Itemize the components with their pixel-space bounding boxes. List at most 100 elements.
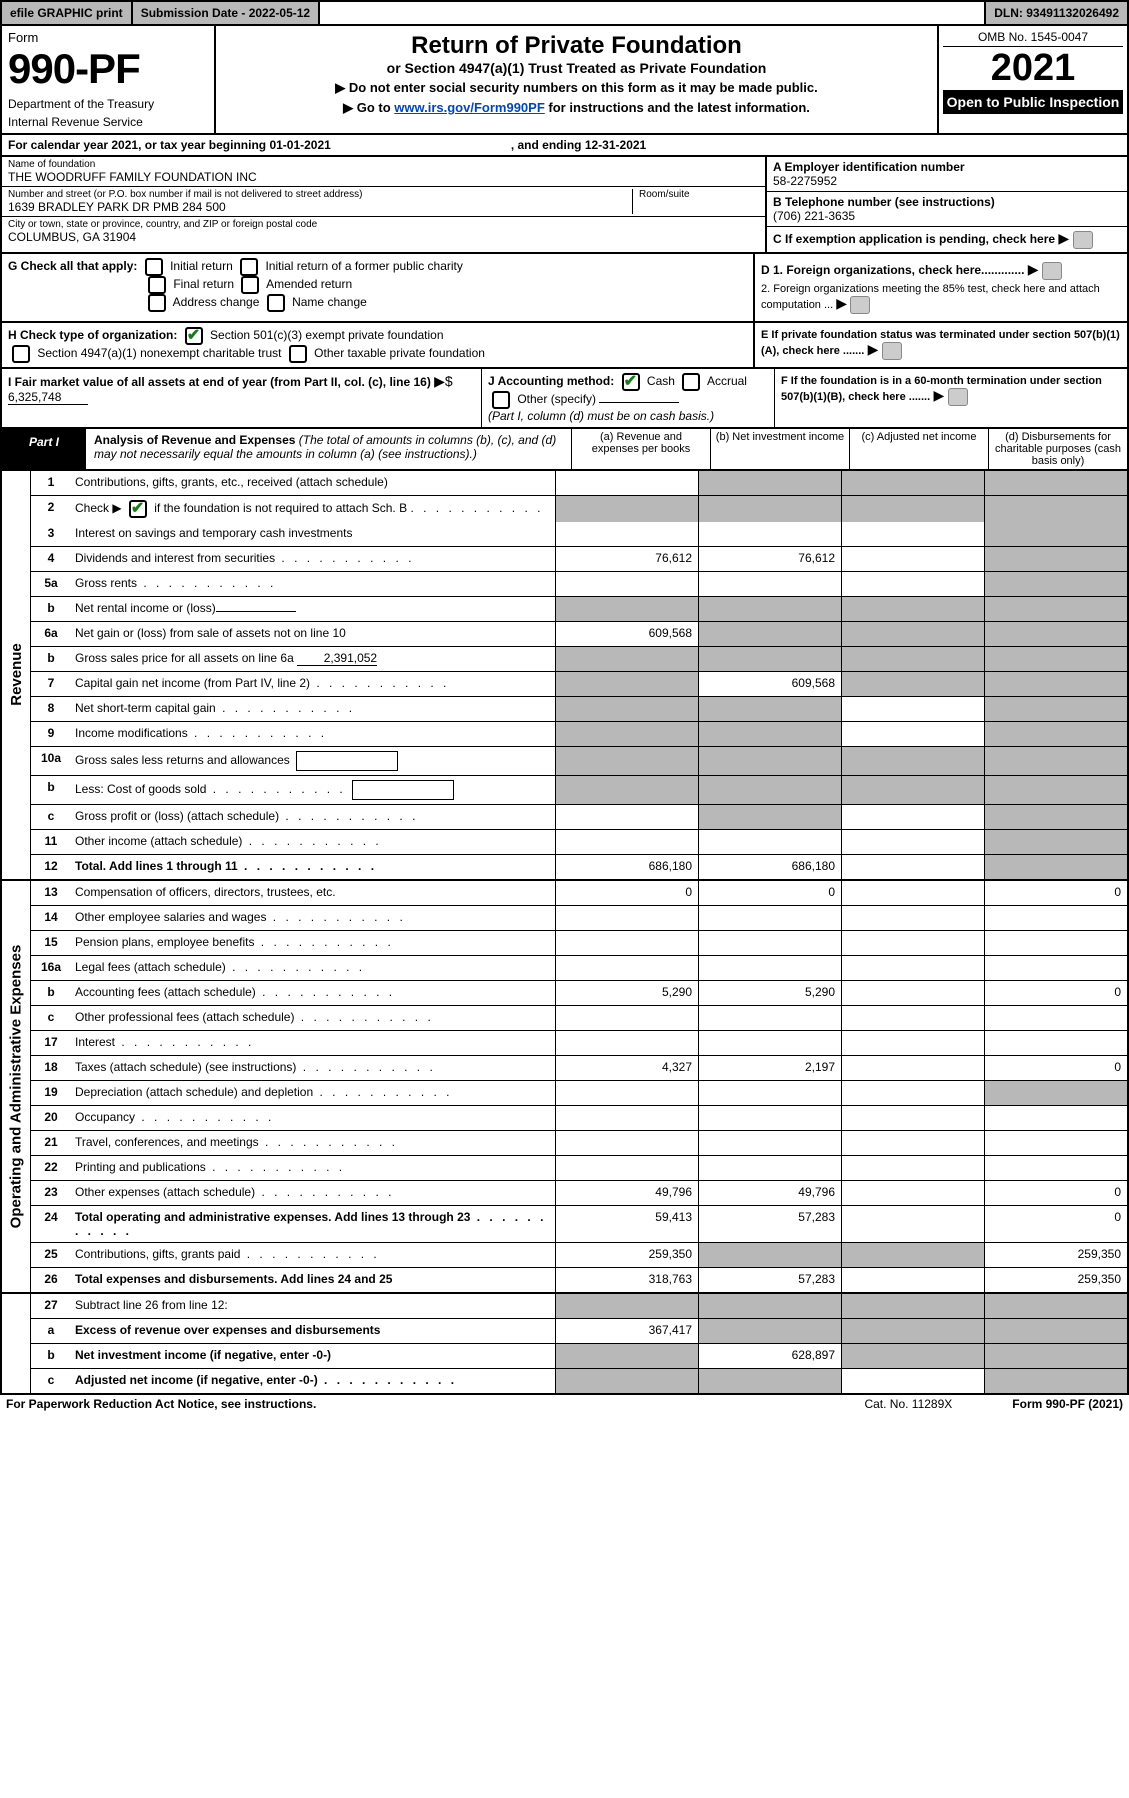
- dots: [242, 834, 381, 848]
- exemption-pending-cell: C If exemption application is pending, c…: [767, 227, 1127, 252]
- cell-c: [841, 547, 984, 571]
- cell-c: [841, 572, 984, 596]
- cell-c: [841, 931, 984, 955]
- c-checkbox[interactable]: [1073, 231, 1093, 249]
- cell-d: [984, 622, 1127, 646]
- cell-b: [698, 747, 841, 775]
- address: 1639 BRADLEY PARK DR PMB 284 500: [8, 200, 632, 214]
- line-num: b: [31, 597, 71, 621]
- initial-former-checkbox[interactable]: [240, 258, 258, 276]
- final-return-checkbox[interactable]: [148, 276, 166, 294]
- cell-a: 5,290: [555, 981, 698, 1005]
- tax-year: 2021: [943, 47, 1123, 90]
- line-6a: 6a Net gain or (loss) from sale of asset…: [31, 622, 1127, 647]
- line-desc: Excess of revenue over expenses and disb…: [71, 1319, 555, 1343]
- l2-pre: Check ▶: [75, 501, 122, 515]
- omb-number: OMB No. 1545-0047: [943, 30, 1123, 47]
- i-block: I Fair market value of all assets at end…: [2, 369, 482, 427]
- line-num: 19: [31, 1081, 71, 1105]
- cell-d: [984, 1131, 1127, 1155]
- line27-block: 27 Subtract line 26 from line 12: a Exce…: [0, 1294, 1129, 1395]
- l20-desc: Occupancy: [75, 1110, 135, 1124]
- arrow-icon: ▶: [934, 387, 945, 403]
- cell-c: [841, 906, 984, 930]
- l10a-desc: Gross sales less returns and allowances: [75, 753, 290, 767]
- cell-d: 0: [984, 981, 1127, 1005]
- cell-b: 0: [698, 881, 841, 905]
- line-desc: Printing and publications: [71, 1156, 555, 1180]
- cell-d: [984, 471, 1127, 495]
- other-taxable-checkbox[interactable]: [289, 345, 307, 363]
- line-22: 22 Printing and publications: [31, 1156, 1127, 1181]
- cell-d: [984, 776, 1127, 804]
- sch-b-checkbox[interactable]: [129, 500, 147, 518]
- amended-return-checkbox[interactable]: [241, 276, 259, 294]
- form990pf-link[interactable]: www.irs.gov/Form990PF: [394, 100, 545, 115]
- col-d-head: (d) Disbursements for charitable purpose…: [989, 429, 1127, 469]
- 501c3-checkbox[interactable]: [185, 327, 203, 345]
- cell-d: [984, 572, 1127, 596]
- line-desc: Depreciation (attach schedule) and deple…: [71, 1081, 555, 1105]
- line-num: 10a: [31, 747, 71, 775]
- line-desc: Income modifications: [71, 722, 555, 746]
- e-checkbox[interactable]: [882, 342, 902, 360]
- line-desc: Gross sales price for all assets on line…: [71, 647, 555, 671]
- cell-b: [698, 956, 841, 980]
- efile-label[interactable]: efile GRAPHIC print: [2, 2, 133, 24]
- line-num: 23: [31, 1181, 71, 1205]
- line-25: 25 Contributions, gifts, grants paid 259…: [31, 1243, 1127, 1268]
- line-24: 24 Total operating and administrative ex…: [31, 1206, 1127, 1243]
- 4947-checkbox[interactable]: [12, 345, 30, 363]
- dots: [240, 1247, 379, 1261]
- cash-label: Cash: [647, 374, 675, 388]
- cell-b: [698, 1156, 841, 1180]
- j-label: J Accounting method:: [488, 374, 614, 388]
- line-num: 5a: [31, 572, 71, 596]
- cell-b: [698, 1031, 841, 1055]
- initial-return-checkbox[interactable]: [145, 258, 163, 276]
- accrual-checkbox[interactable]: [682, 373, 700, 391]
- entity-left: Name of foundation THE WOODRUFF FAMILY F…: [2, 157, 765, 252]
- cell-d: [984, 1106, 1127, 1130]
- line-9: 9 Income modifications: [31, 722, 1127, 747]
- other-method-checkbox[interactable]: [492, 391, 510, 409]
- line-27b: b Net investment income (if negative, en…: [31, 1344, 1127, 1369]
- cell-c: [841, 1131, 984, 1155]
- dln: DLN: 93491132026492: [984, 2, 1127, 24]
- line-desc: Other income (attach schedule): [71, 830, 555, 854]
- d1-label: D 1. Foreign organizations, check here..…: [761, 263, 1024, 277]
- address-row: Number and street (or P.O. box number if…: [2, 187, 765, 217]
- foundation-name: THE WOODRUFF FAMILY FOUNDATION INC: [8, 170, 759, 184]
- cash-checkbox[interactable]: [622, 373, 640, 391]
- line-desc: Adjusted net income (if negative, enter …: [71, 1369, 555, 1393]
- dots: [256, 985, 395, 999]
- line-num: c: [31, 805, 71, 829]
- line-26: 26 Total expenses and disbursements. Add…: [31, 1268, 1127, 1292]
- line-num: b: [31, 1344, 71, 1368]
- f-checkbox[interactable]: [948, 388, 968, 406]
- d1-checkbox[interactable]: [1042, 262, 1062, 280]
- form-number: 990-PF: [8, 45, 208, 93]
- l11-desc: Other income (attach schedule): [75, 834, 242, 848]
- d2-checkbox[interactable]: [850, 296, 870, 314]
- other-taxable-label: Other taxable private foundation: [314, 346, 485, 360]
- cell-c: [841, 522, 984, 546]
- final-return-label: Final return: [173, 277, 234, 291]
- g-check-section: G Check all that apply: Initial return I…: [0, 254, 1129, 323]
- cell-d: [984, 1081, 1127, 1105]
- cell-c: [841, 981, 984, 1005]
- header-center: Return of Private Foundation or Section …: [216, 26, 937, 133]
- line-num: 8: [31, 697, 71, 721]
- l25-desc: Contributions, gifts, grants paid: [75, 1247, 240, 1261]
- address-change-checkbox[interactable]: [148, 294, 166, 312]
- line-num: 21: [31, 1131, 71, 1155]
- l23-desc: Other expenses (attach schedule): [75, 1185, 255, 1199]
- cell-a: [555, 1006, 698, 1030]
- line-num: 6a: [31, 622, 71, 646]
- 4947-label: Section 4947(a)(1) nonexempt charitable …: [37, 346, 281, 360]
- cell-d: [984, 931, 1127, 955]
- name-change-checkbox[interactable]: [267, 294, 285, 312]
- line-desc: Total expenses and disbursements. Add li…: [71, 1268, 555, 1292]
- cell-b: 57,283: [698, 1206, 841, 1242]
- c-label: C If exemption application is pending, c…: [773, 232, 1055, 246]
